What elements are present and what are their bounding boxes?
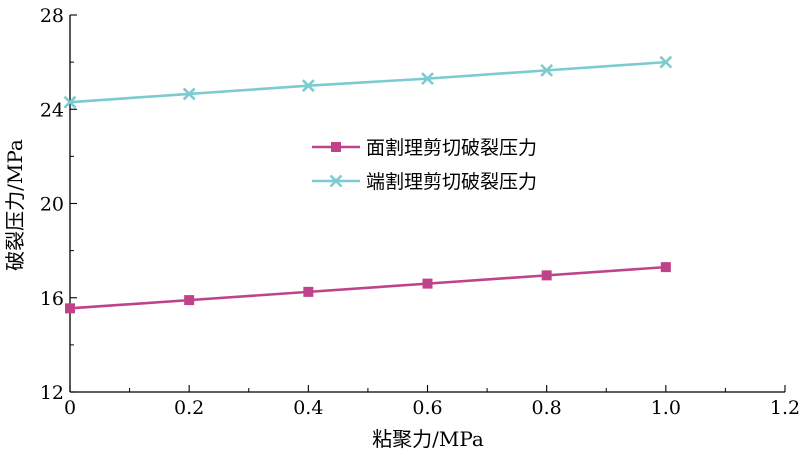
series-2 <box>63 55 673 109</box>
x-marker-stroke <box>659 55 673 69</box>
x-marker-stroke <box>329 174 343 188</box>
y-tick-label: 20 <box>40 194 64 216</box>
data-point <box>65 303 75 314</box>
x-tick-label: 1.0 <box>651 397 681 419</box>
x-marker-stroke <box>421 72 434 86</box>
data-point <box>301 79 315 93</box>
y-tick-label: 16 <box>40 288 64 310</box>
legend-label: 端割理剪切破裂压力 <box>366 171 537 193</box>
series-1 <box>65 262 671 314</box>
x-axis-label: 粘聚力/MPa <box>372 427 484 451</box>
x-tick-label: 0.4 <box>293 397 323 419</box>
legend-marker <box>329 174 343 188</box>
series-line <box>69 265 666 310</box>
legend-label: 面割理剪切破裂压力 <box>366 137 537 159</box>
data-point <box>303 286 314 297</box>
legend-item-2: 端割理剪切破裂压力 <box>312 171 537 193</box>
data-point <box>540 63 554 77</box>
x-tick-label: 0.6 <box>412 397 442 419</box>
series-group <box>63 55 673 314</box>
data-point <box>184 295 195 306</box>
series-line <box>69 60 666 104</box>
x-tick-label: 0.8 <box>532 397 562 419</box>
x-tick-label: 0.2 <box>174 397 204 419</box>
data-point <box>421 72 434 86</box>
x-marker-stroke <box>540 63 554 77</box>
legend-item-1: 面割理剪切破裂压力 <box>312 137 537 159</box>
data-point <box>660 262 671 273</box>
y-axis-label: 破裂压力/MPa <box>3 139 27 271</box>
x-marker-stroke <box>182 87 196 101</box>
y-tick-label: 28 <box>40 5 64 27</box>
data-point <box>541 270 552 281</box>
ticks: 0 0.2 0.4 0.6 0.8 1.0 1.2 12 16 20 24 28 <box>40 5 800 419</box>
axes <box>69 15 785 393</box>
y-tick-label: 12 <box>40 382 64 404</box>
data-point <box>182 87 196 101</box>
data-point <box>63 95 77 109</box>
x-tick-label: 0 <box>64 397 76 419</box>
x-tick-label: 1.2 <box>770 397 800 419</box>
data-point <box>422 278 433 289</box>
data-point <box>659 55 673 69</box>
legend-marker <box>331 142 341 152</box>
x-marker-stroke <box>63 95 77 109</box>
x-marker-stroke <box>301 79 315 93</box>
y-tick-label: 24 <box>40 99 64 121</box>
